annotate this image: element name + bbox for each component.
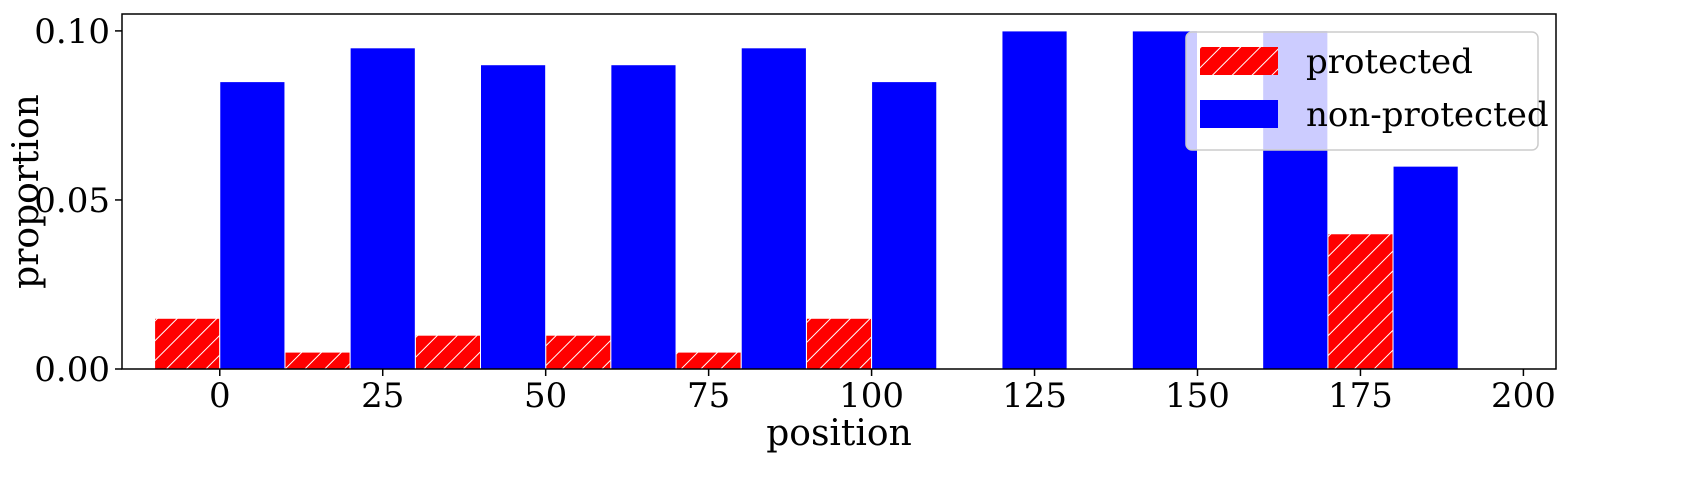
legend: protected non-protected [1185,31,1549,151]
legend-label-non-protected: non-protected [1306,95,1549,135]
bar-non-protected-0 [219,81,286,370]
x-tick-label-4: 100 [839,376,904,416]
bar-protected-5 [805,317,873,370]
x-tick-label-0: 0 [209,376,231,416]
x-tick-label-8: 200 [1491,376,1556,416]
x-tick-label-5: 125 [1002,376,1067,416]
bar-protected-3 [545,334,612,370]
x-axis-title: position [766,413,912,454]
bar-non-protected-4 [740,47,807,370]
legend-label-protected: protected [1306,42,1473,82]
x-tick-label-7: 175 [1328,376,1393,416]
legend-swatch-non-protected [1200,100,1278,128]
bar-non-protected-9 [1392,165,1459,370]
bar-non-protected-1 [349,47,416,370]
bar-non-protected-5 [871,81,938,370]
bar-protected-4 [675,351,742,370]
x-tick-label-1: 25 [361,376,404,416]
x-tick-label-3: 75 [687,376,730,416]
bar-protected-0 [154,317,221,370]
bar-non-protected-2 [480,64,547,370]
bar-protected-1 [284,351,351,370]
y-tick-label-2: 0.10 [34,12,110,52]
plot-frame [121,13,1557,370]
x-tick-label-6: 150 [1165,376,1230,416]
bar-protected-2 [414,334,481,370]
y-tick-label-0: 0.00 [34,350,110,390]
y-tick-label-1: 0.05 [34,181,110,221]
x-axis: 0 25 50 75 100 125 150 175 200 [209,369,1556,416]
bar-non-protected-3 [610,64,677,370]
bar-non-protected-6 [1001,30,1068,370]
y-axis: 0.00 0.05 0.10 [34,12,122,390]
y-axis-title: proportion [6,94,47,289]
bar-protected-9 [1327,233,1394,370]
x-tick-label-2: 50 [524,376,567,416]
legend-swatch-protected [1200,47,1278,75]
